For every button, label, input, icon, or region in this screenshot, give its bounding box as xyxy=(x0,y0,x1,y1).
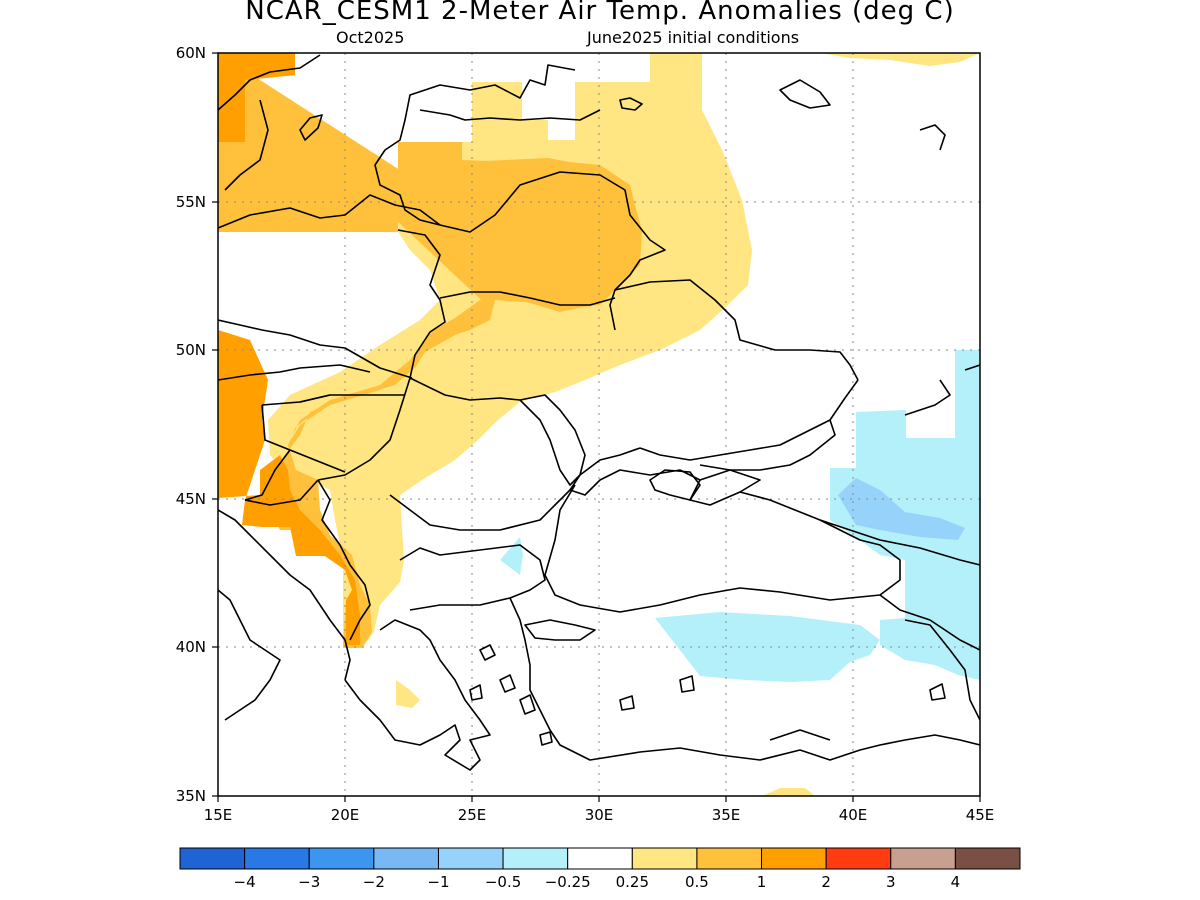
colorbar-swatch-5 xyxy=(502,847,569,870)
lat-label-50n: 50N xyxy=(176,341,206,359)
border-ro-hu xyxy=(317,377,521,481)
coastlines-borders xyxy=(218,54,980,771)
colorbar-swatch-2 xyxy=(308,847,375,870)
lon-label-30e: 30E xyxy=(585,806,614,824)
border-bg xyxy=(399,544,546,611)
colorbar-label-2: −2 xyxy=(363,873,385,891)
border-pl-west xyxy=(218,319,413,379)
field-anom-1-main xyxy=(218,53,642,645)
colorbar-swatch-0 xyxy=(179,847,246,870)
ukraine-south-coast xyxy=(569,447,761,506)
axis-ticks xyxy=(212,52,981,802)
colorbar-label-1: −3 xyxy=(298,873,320,891)
border-ua-north xyxy=(614,279,859,381)
anomaly-fields xyxy=(218,53,980,796)
forecast-month: Oct2025 xyxy=(336,28,405,47)
lake-ladoga xyxy=(619,97,643,111)
gulf-finland xyxy=(419,109,601,121)
border-by-south xyxy=(439,291,616,306)
field-anom-0-5-south xyxy=(762,788,815,796)
caspian-coast xyxy=(904,364,980,416)
border-ru-ua-east xyxy=(639,379,859,461)
caucasus-border xyxy=(819,519,980,651)
azov-coast xyxy=(699,419,836,481)
colorbar-swatch-12 xyxy=(954,847,1021,870)
baltic-coast xyxy=(218,64,576,229)
colorbar-swatch-3 xyxy=(373,847,439,870)
black-sea-coast xyxy=(544,484,901,613)
lon-label-20e: 20E xyxy=(331,806,360,824)
colorbar-label-3: −1 xyxy=(427,873,449,891)
colorbar-label-6: 0.25 xyxy=(616,873,649,891)
colorbar-label-7: 0.5 xyxy=(685,873,709,891)
colorbar-swatch-7 xyxy=(631,847,698,870)
initial-conditions: June2025 initial conditions xyxy=(587,28,800,47)
colorbar: −4 −3 −2 −1 −0.5 −0.25 0.25 0.5 1 2 3 4 xyxy=(179,847,1021,891)
lon-label-25e: 25E xyxy=(458,806,487,824)
colorbar-swatch-1 xyxy=(244,847,310,870)
lon-label-15e: 15E xyxy=(204,806,233,824)
crimea xyxy=(649,469,701,501)
sweden-coast xyxy=(218,54,321,191)
lat-label-35n: 35N xyxy=(176,787,206,805)
colorbar-swatch-6 xyxy=(567,847,633,870)
italy-coast xyxy=(218,589,281,721)
lon-label-40e: 40E xyxy=(839,806,868,824)
turkey-east xyxy=(904,619,980,721)
colorbar-label-0: −4 xyxy=(234,873,256,891)
chart-title: NCAR_CESM1 2-Meter Air Temp. Anomalies (… xyxy=(245,0,955,26)
colorbar-swatch-11 xyxy=(890,847,956,870)
colorbar-swatch-8 xyxy=(696,847,763,870)
lat-label-45n: 45N xyxy=(176,490,206,508)
adriatic-coast xyxy=(218,509,351,681)
field-anom-neg-0-25-blacksea xyxy=(500,537,523,575)
aegean-turkey-coast xyxy=(509,597,980,761)
border-by-north xyxy=(439,171,666,331)
colorbar-swatch-10 xyxy=(825,847,892,870)
lat-label-55n: 55N xyxy=(176,193,206,211)
gotland xyxy=(299,114,323,141)
colorbar-label-10: 3 xyxy=(886,873,896,891)
greece-coast xyxy=(344,619,491,771)
colorbar-label-5: −0.25 xyxy=(545,873,591,891)
islands-aegean xyxy=(469,644,946,746)
moldova xyxy=(519,394,586,486)
colorbar-swatch-9 xyxy=(761,847,827,870)
field-anom-0-5-greece xyxy=(396,680,420,708)
colorbar-label-11: 4 xyxy=(951,873,961,891)
lat-label-40n: 40N xyxy=(176,638,206,656)
lon-label-35e: 35E xyxy=(712,806,741,824)
field-anom-neg-0-25-turkey xyxy=(655,612,880,682)
field-anom-2 xyxy=(218,53,295,142)
cyprus-side xyxy=(769,729,831,741)
border-balkans xyxy=(244,449,371,641)
colorbar-label-8: 1 xyxy=(757,873,767,891)
colorbar-swatch-4 xyxy=(437,847,504,870)
marmara xyxy=(524,619,596,641)
field-anom-2-west xyxy=(218,330,360,645)
lat-label-60n: 60N xyxy=(176,44,206,62)
field-anom-0-5-north xyxy=(820,53,980,66)
colorbar-label-9: 2 xyxy=(821,873,831,891)
border-pl-east xyxy=(397,229,446,379)
lake-onega xyxy=(779,79,831,109)
colorbar-label-4: −0.5 xyxy=(485,873,521,891)
lon-label-45e: 45E xyxy=(966,806,995,824)
white-sea xyxy=(919,124,946,151)
field-anom-neg-0-5 xyxy=(838,478,965,540)
border-ro-south xyxy=(389,484,576,531)
